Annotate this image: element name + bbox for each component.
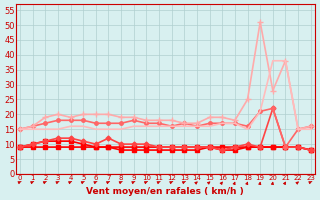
X-axis label: Vent moyen/en rafales ( km/h ): Vent moyen/en rafales ( km/h ) <box>86 187 244 196</box>
